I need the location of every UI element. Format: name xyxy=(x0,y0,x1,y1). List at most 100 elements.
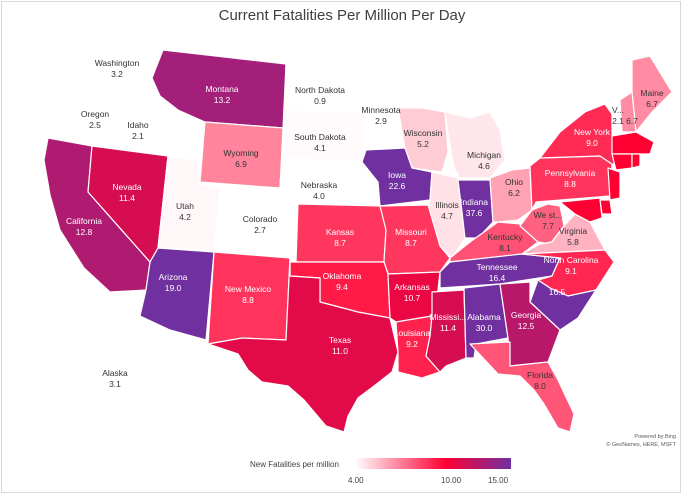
state-label-va: Virginia 5.8 xyxy=(559,226,587,247)
state-nj[interactable] xyxy=(607,167,621,201)
state-value: 8.8 xyxy=(242,295,254,305)
state-name: Ohio xyxy=(505,177,523,187)
state-label-sd: South Dakota 4.1 xyxy=(294,132,346,153)
state-value: 8.0 xyxy=(534,381,546,391)
state-label-wy: Wyoming 6.9 xyxy=(223,148,259,169)
state-label-ia: Iowa 22.6 xyxy=(388,170,406,191)
legend-tick-min: 4.00 xyxy=(348,476,364,485)
state-name: Mississi... xyxy=(430,312,467,322)
state-name: Kansas xyxy=(326,227,354,237)
state-tx[interactable] xyxy=(207,257,399,433)
state-value: 3.1 xyxy=(109,379,121,389)
state-ct[interactable] xyxy=(611,153,633,171)
state-value: 11.4 xyxy=(440,323,456,333)
state-value: 13.2 xyxy=(214,95,231,105)
state-value: 4.2 xyxy=(179,212,191,222)
state-name: Florida xyxy=(527,370,553,380)
state-name: Idaho xyxy=(127,120,149,130)
state-value: 37.6 xyxy=(466,208,483,218)
legend-title: New Fatalities per million xyxy=(250,460,339,469)
chart-title: Current Fatalities Per Million Per Day xyxy=(218,7,466,24)
state-name: Arkansas xyxy=(394,282,429,292)
state-label-ga: Georgia 12.5 xyxy=(511,310,542,331)
state-label-me: Maine 6.7 xyxy=(640,88,663,109)
state-label-la: Louisiana 9.2 xyxy=(394,328,431,349)
state-name: Maine xyxy=(640,88,663,98)
state-mi[interactable] xyxy=(444,111,506,179)
state-label-nd: North Dakota 0.9 xyxy=(295,85,345,106)
state-label-mo: Missouri 8.7 xyxy=(395,227,427,248)
state-vt[interactable] xyxy=(604,99,623,137)
state-value: 10.7 xyxy=(404,293,421,303)
state-label-nv: Nevada 11.4 xyxy=(112,182,142,203)
state-name: North Carolina xyxy=(544,255,599,265)
state-value: 4.7 xyxy=(441,211,453,221)
state-name: Wisconsin xyxy=(404,128,443,138)
state-value: 19.0 xyxy=(165,283,182,293)
state-value: 6.2 xyxy=(508,188,520,198)
state-label-ks: Kansas 8.7 xyxy=(326,227,354,248)
state-label-wa: Washington 3.2 xyxy=(95,58,140,79)
state-value: 2.1 xyxy=(612,116,624,126)
state-label-co: Colorado 2.7 xyxy=(243,214,278,235)
legend-tick-max: 15.00 xyxy=(488,476,509,485)
state-name: Alaska xyxy=(102,368,128,378)
state-label-ca: California 12.8 xyxy=(66,216,102,237)
state-name: Nebraska xyxy=(301,180,338,190)
state-name: V... xyxy=(612,105,624,115)
state-wy[interactable] xyxy=(199,121,284,189)
state-label-mi: Michigan 4.6 xyxy=(467,150,501,171)
state-label-nc: North Carolina 9.1 xyxy=(544,255,599,276)
state-name: Kentucky xyxy=(488,232,524,242)
state-label-sc: 16.5 xyxy=(549,287,566,297)
state-label-ut: Utah 4.2 xyxy=(176,201,194,222)
state-va[interactable] xyxy=(521,213,606,255)
state-label-pa: Pennsylvania 8.8 xyxy=(545,168,596,189)
map-attribution: Powered by Bing © GeoNames, HERE, MSFT xyxy=(606,433,676,449)
state-name: South Dakota xyxy=(294,132,346,142)
state-name: Tennessee xyxy=(476,262,517,272)
state-name: Oregon xyxy=(81,109,110,119)
state-name: Illinois xyxy=(435,200,459,210)
state-value: 2.1 xyxy=(132,131,144,141)
state-name: We st... xyxy=(534,210,563,220)
state-value: 7.7 xyxy=(542,221,554,231)
state-label-ky: Kentucky 8.1 xyxy=(488,232,524,253)
state-value: 6.7 xyxy=(646,99,658,109)
state-value: 9.0 xyxy=(586,138,598,148)
state-az[interactable] xyxy=(139,247,215,341)
state-md[interactable] xyxy=(559,197,603,223)
state-de[interactable] xyxy=(599,199,613,215)
state-label-mn: Minnesota 2.9 xyxy=(361,105,400,126)
state-id[interactable] xyxy=(119,47,169,157)
state-value: 8.7 xyxy=(334,238,346,248)
state-label-tx: Texas 11.0 xyxy=(329,335,351,356)
state-label-or: Oregon 2.5 xyxy=(81,109,110,130)
state-value: 9.2 xyxy=(406,339,418,349)
state-name: Montana xyxy=(205,84,238,94)
state-value: 4.1 xyxy=(314,143,326,153)
state-name: Washington xyxy=(95,58,140,68)
state-fl[interactable] xyxy=(469,341,575,433)
states-layer xyxy=(43,41,673,433)
state-label-fl: Florida 8.0 xyxy=(527,370,553,391)
state-label-wv: We st... 7.7 xyxy=(534,210,563,231)
state-value: 12.5 xyxy=(518,321,535,331)
state-name: Missouri xyxy=(395,227,427,237)
state-name: Pennsylvania xyxy=(545,168,596,178)
state-ri[interactable] xyxy=(631,153,641,169)
state-name: Wyoming xyxy=(223,148,259,158)
state-ak[interactable] xyxy=(74,339,161,426)
state-name: Texas xyxy=(329,335,351,345)
state-name: Minnesota xyxy=(361,105,400,115)
state-value: 4.0 xyxy=(313,191,325,201)
state-name: Utah xyxy=(176,201,194,211)
state-ma[interactable] xyxy=(611,131,655,155)
state-oh[interactable] xyxy=(489,167,533,223)
state-label-nh: 6.7 xyxy=(626,116,638,126)
state-value: 12.8 xyxy=(76,227,93,237)
state-value: 8.7 xyxy=(405,238,417,248)
state-name: North Dakota xyxy=(295,85,345,95)
state-value: 11.0 xyxy=(332,346,348,356)
state-value: 5.2 xyxy=(417,139,429,149)
